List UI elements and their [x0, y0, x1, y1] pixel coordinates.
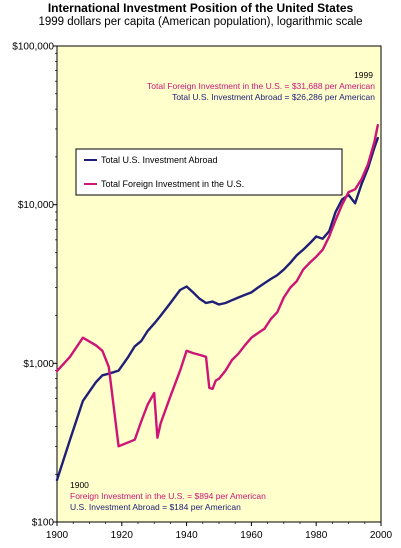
axes: $100 $1,000 $10,000 $100,000 1900 1920 1940 196…	[12, 42, 392, 542]
annotation-1900-foreign: Foreign Investment in the U.S. = $894 pe…	[70, 491, 266, 501]
series-line-us-abroad	[55, 136, 379, 482]
y-tick-label: $100,000	[12, 42, 54, 53]
chart-subtitle: 1999 dollars per capita (American popula…	[38, 16, 363, 28]
x-tick-label: 2000	[370, 530, 393, 541]
series-line-foreign	[55, 123, 379, 448]
x-tick-label: 1940	[175, 530, 198, 541]
x-tick-label: 1960	[240, 530, 263, 541]
y-tick-label: $1,000	[23, 359, 54, 370]
y-tick-label: $10,000	[18, 200, 55, 211]
y-tick-label: $100	[32, 518, 55, 529]
x-tick-label: 1980	[305, 530, 328, 541]
x-tick-label: 1900	[46, 530, 69, 541]
annotation-1999-foreign: Total Foreign Investment in the U.S. = $…	[147, 81, 375, 91]
plot-background	[57, 46, 381, 522]
legend-box	[75, 148, 343, 196]
chart-title: International Investment Position of the…	[47, 1, 354, 15]
annotation-1900-year: 1900	[70, 480, 89, 490]
annotation-1999-year: 1999	[354, 70, 373, 80]
series-layer	[55, 123, 379, 482]
annotations: 1999 Total Foreign Investment in the U.S…	[70, 70, 375, 512]
legend-label-foreign: Total Foreign Investment in the U.S.	[101, 179, 244, 189]
x-tick-label: 1920	[111, 530, 134, 541]
annotation-1999-abroad: Total U.S. Investment Abroad = $26,286 p…	[172, 92, 375, 102]
annotation-1900-abroad: U.S. Investment Abroad = $184 per Americ…	[70, 502, 241, 512]
legend: Total U.S. Investment Abroad Total Forei…	[75, 148, 343, 196]
legend-label-us-abroad: Total U.S. Investment Abroad	[101, 155, 218, 165]
